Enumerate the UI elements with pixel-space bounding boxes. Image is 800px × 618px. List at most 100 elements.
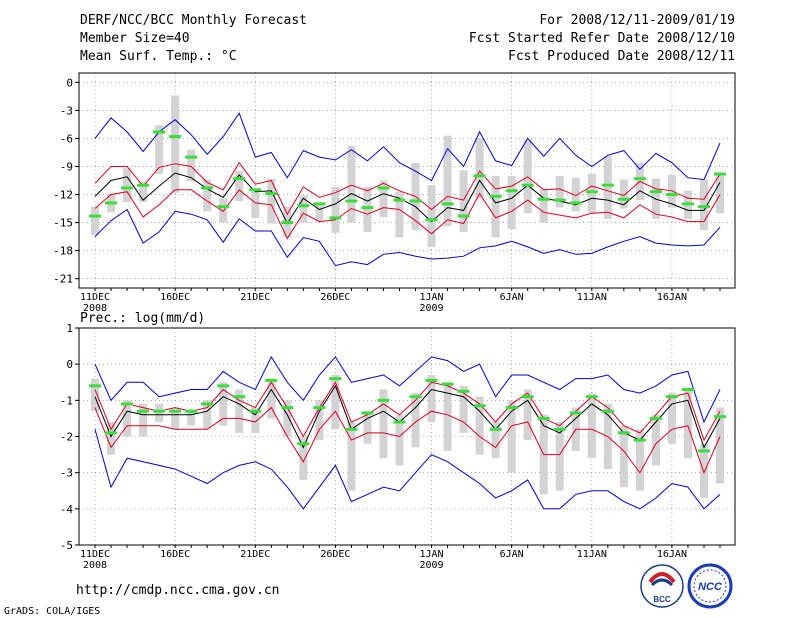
temperature-median-day-33	[601, 183, 614, 187]
temperature-box-day-20	[395, 191, 404, 238]
precipitation-median-day-16	[329, 377, 342, 381]
precipitation-panel-title: Prec.: log(mm/d)	[80, 311, 205, 326]
precipitation-box-day-7	[187, 411, 196, 426]
precipitation-xtick-label-2: 21DEC	[240, 549, 270, 560]
precipitation-box-day-15	[315, 400, 324, 441]
precipitation-ytick-label-2: -1	[60, 394, 73, 407]
temperature-median-day-24	[457, 214, 470, 218]
forecast-produced-date: Fcst Produced Date 2008/12/11	[508, 49, 735, 64]
precipitation-median-day-31	[569, 411, 582, 415]
precipitation-box-day-12	[267, 378, 276, 419]
temperature-box-day-26	[491, 175, 500, 238]
precipitation-line-outer-upper	[94, 355, 721, 424]
precipitation-lines	[94, 355, 721, 510]
precipitation-box-day-39	[699, 443, 708, 498]
temperature-median-day-20	[393, 198, 406, 202]
temperature-box-day-22	[427, 185, 436, 247]
precipitation-median-day-39	[697, 449, 710, 453]
precipitation-median-day-19	[377, 398, 390, 402]
temperature-box-day-27	[507, 175, 516, 230]
precipitation-xtick-label-6: 11JAN	[577, 549, 607, 560]
temperature-box-day-23	[443, 135, 452, 227]
precipitation-median-day-1	[89, 384, 101, 388]
temperature-median-day-27	[505, 189, 518, 193]
precipitation-box-day-3	[123, 400, 132, 437]
precipitation-box-day-17	[347, 422, 356, 491]
forecast-started-date: Fcst Started Refer Date 2008/12/10	[469, 31, 735, 46]
precipitation-y-axis: 1 0 -1 -2 -3 -4 -5	[60, 322, 79, 552]
figure-title: DERF/NCC/BCC Monthly Forecast	[80, 13, 307, 28]
temperature-xtick-year-0: 2008	[83, 303, 107, 314]
precipitation-median-day-9	[217, 384, 230, 388]
precipitation-median-day-20	[393, 420, 406, 424]
precipitation-box-day-9	[219, 382, 228, 426]
member-size: Member Size=40	[80, 31, 190, 46]
temperature-median-day-32	[585, 190, 598, 194]
precipitation-median-day-22	[425, 378, 438, 382]
precipitation-median-day-28	[521, 395, 534, 399]
temperature-median-day-6	[169, 135, 182, 139]
temperature-ytick-label-1: -3	[60, 104, 73, 117]
precipitation-line-outer-lower	[94, 429, 721, 510]
temperature-median-day-8	[201, 186, 214, 190]
precipitation-median-day-2	[105, 431, 118, 435]
temperature-box-day-9	[219, 198, 228, 223]
precipitation-xtick-label-0: 11DEC	[80, 549, 110, 560]
temperature-box-day-33	[603, 156, 612, 219]
temperature-median-day-37	[665, 193, 678, 197]
precipitation-median-day-29	[537, 416, 550, 420]
precipitation-median-day-5	[153, 409, 166, 413]
precipitation-median-day-27	[505, 406, 518, 410]
precipitation-box-day-1	[91, 378, 99, 412]
precipitation-xtick-year-0: 2008	[83, 560, 107, 571]
temperature-box-day-34	[619, 179, 628, 209]
temperature-line-outer-lower	[94, 208, 721, 267]
temperature-median-day-34	[617, 197, 630, 201]
precipitation-box-day-36	[651, 414, 660, 466]
precipitation-gridlines	[79, 328, 735, 545]
grads-credit: GrADS: COLA/IGES	[4, 606, 100, 617]
temperature-box-day-7	[187, 149, 196, 182]
precipitation-box-day-37	[667, 393, 676, 444]
temperature-median-day-13	[281, 221, 294, 225]
temperature-box-day-3	[123, 168, 132, 202]
temperature-box-day-16	[331, 187, 340, 233]
temperature-xtick-label-6: 11JAN	[577, 292, 607, 303]
temperature-box-day-12	[267, 178, 276, 224]
precipitation-box-day-32	[587, 393, 596, 459]
temperature-box-day-1	[91, 206, 99, 235]
temperature-median-day-7	[185, 155, 198, 159]
precipitation-xtick-year-4: 2009	[419, 560, 443, 571]
temperature-median-day-15	[313, 202, 326, 206]
ncc-logo-ring	[687, 563, 733, 609]
temperature-box-day-18	[363, 187, 372, 232]
temperature-median-day-30	[553, 198, 566, 202]
source-url-link[interactable]: http://cmdp.ncc.cma.gov.cn	[76, 583, 280, 598]
temperature-plot-frame	[78, 72, 736, 289]
precipitation-line-mean	[94, 384, 721, 449]
precipitation-panel: Prec.: log(mm/d) 10-1-2-3-4-5 11DEC20081…	[60, 311, 736, 571]
precipitation-median-day-33	[601, 409, 614, 413]
temperature-median-day-35	[633, 177, 646, 181]
temperature-box-day-4	[139, 181, 148, 202]
precipitation-box-day-8	[203, 400, 212, 430]
precipitation-box-day-24	[459, 385, 468, 433]
precipitation-box-day-6	[171, 407, 180, 430]
temperature-box-day-39	[699, 179, 708, 231]
temperature-median-day-17	[345, 199, 358, 203]
precipitation-box-day-38	[683, 389, 692, 459]
temperature-box-day-6	[171, 95, 180, 193]
temperature-median-day-22	[425, 218, 438, 222]
temperature-median-day-5	[153, 130, 166, 134]
ncc-logo-inner-ring	[693, 569, 727, 603]
temperature-boxes	[91, 95, 724, 247]
temperature-median-day-9	[217, 205, 230, 209]
precipitation-box-day-20	[395, 414, 404, 466]
precipitation-box-day-22	[427, 375, 436, 423]
precipitation-median-day-34	[617, 431, 630, 435]
temperature-median-day-38	[681, 202, 694, 206]
precipitation-ytick-label-5: -4	[60, 503, 74, 516]
temperature-ytick-label-0: 0	[66, 76, 73, 89]
